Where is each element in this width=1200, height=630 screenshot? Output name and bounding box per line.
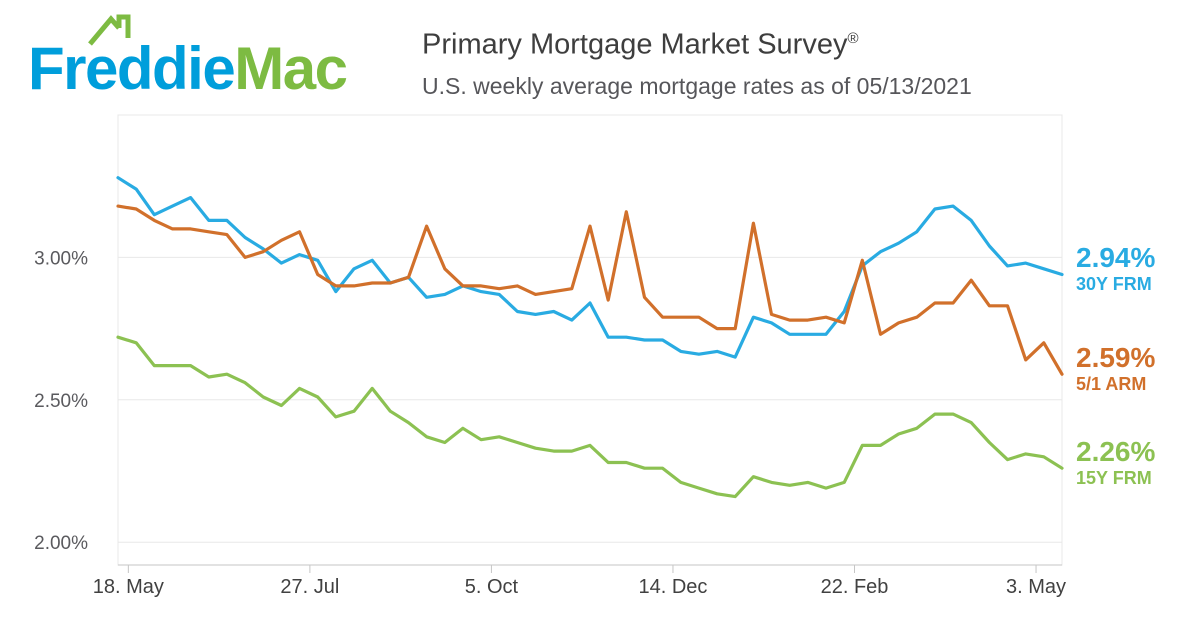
- house-roof-icon: [88, 15, 121, 46]
- page-subtitle: U.S. weekly average mortgage rates as of…: [422, 72, 972, 99]
- page-title: Primary Mortgage Market Survey®: [422, 22, 1162, 62]
- x-axis-label: 14. Dec: [638, 576, 707, 598]
- series-name-15y-frm: 15Y FRM: [1076, 468, 1152, 489]
- house-icon: [88, 14, 131, 46]
- house-chimney-icon: [116, 14, 131, 38]
- series-name-30y-frm: 30Y FRM: [1076, 274, 1152, 295]
- series-line-30y-frm: [116, 176, 1064, 359]
- header-titles: Primary Mortgage Market Survey® U.S. wee…: [422, 22, 1162, 100]
- series-final-value-5-1-arm: 2.59%: [1076, 342, 1156, 374]
- x-axis-label: 3. May: [1006, 576, 1066, 598]
- series-final-value-15y-frm: 2.26%: [1076, 436, 1156, 468]
- y-axis-label: 3.00%: [34, 248, 88, 269]
- x-axis-label: 22. Feb: [821, 576, 889, 598]
- logo-text: FreddieMac: [28, 39, 408, 99]
- series-line-15y-frm: [116, 335, 1064, 499]
- y-axis-label: 2.50%: [34, 391, 88, 412]
- series-line-5-1-arm: [116, 204, 1064, 376]
- plot-border: [117, 114, 1063, 566]
- series-name-5-1-arm: 5/1 ARM: [1076, 374, 1147, 395]
- y-axis-label: 2.00%: [34, 533, 88, 554]
- series-annotation-2: 2.26% 15Y FRM: [1076, 437, 1196, 489]
- registered-mark: ®: [847, 30, 859, 47]
- series-annotation-0: 2.94% 30Y FRM: [1076, 243, 1196, 295]
- x-axis-label: 18. May: [93, 576, 164, 598]
- logo-text-mac: Mac: [234, 35, 348, 102]
- x-axis-label: 5. Oct: [465, 576, 519, 598]
- page-title-text: Primary Mortgage Market Survey: [422, 28, 848, 61]
- logo-text-freddie: Freddie: [28, 35, 236, 102]
- x-axis-label: 27. Jul: [280, 576, 339, 598]
- series-final-value-30y-frm: 2.94%: [1076, 242, 1156, 274]
- series-annotation-1: 2.59% 5/1 ARM: [1076, 343, 1196, 395]
- freddiemac-logo: FreddieMac: [28, 10, 408, 110]
